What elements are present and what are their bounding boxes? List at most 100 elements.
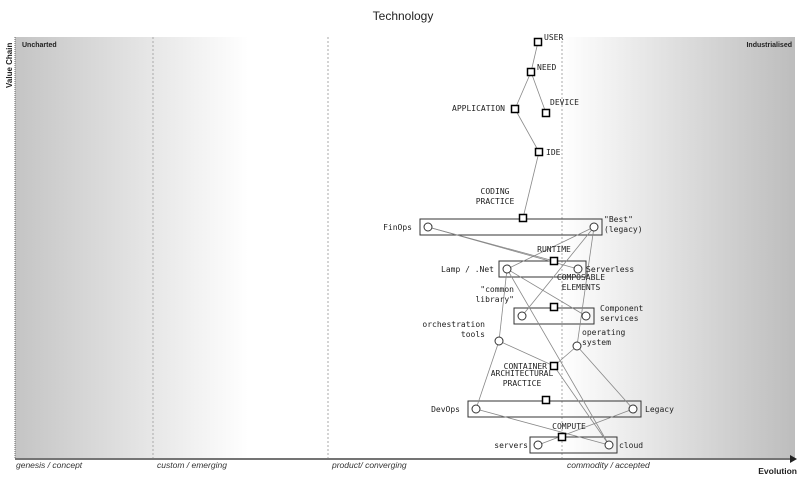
component-runtime[interactable]: RUNTIME [537,245,571,266]
component-square-icon [549,256,559,266]
component-ide[interactable]: IDE [534,147,561,157]
component-finops[interactable]: FinOps [383,222,433,232]
component-square-icon [541,395,551,405]
stage-label-product: product/ converging [331,460,407,470]
component-circle-icon [581,311,591,321]
component-commonlib[interactable]: "common library" [475,285,527,321]
link-need-device [530,71,547,114]
component-circle-icon [589,222,599,232]
component-label: Lamp / .Net [441,265,494,274]
link-devops-cloud [475,408,610,446]
component-circle-icon [533,440,543,450]
component-label: RUNTIME [537,245,571,254]
component-serverless[interactable]: Serverless [573,264,634,274]
link-application-ide [514,108,540,153]
group-box-coding [419,218,603,236]
uncharted-label: Uncharted [22,42,57,49]
component-circle-icon [628,404,638,414]
component-label: CONTAINER [504,362,548,371]
component-label: APPLICATION [452,104,505,113]
link-ide-coding [522,151,540,219]
link-lamp-compservices [506,268,587,317]
component-device[interactable]: DEVICE [541,98,580,118]
component-need[interactable]: NEED [526,63,557,77]
component-label: Legacy [645,405,674,414]
component-label: DevOps [431,405,460,414]
component-square-icon [533,37,543,47]
component-square-icon [557,432,567,442]
link-orchestration-container [498,340,555,367]
component-label: CODING PRACTICE [476,187,515,206]
component-circle-icon [517,311,527,321]
component-devops[interactable]: DevOps [431,404,481,414]
link-user-need [530,41,539,73]
group-box-compute [529,436,618,454]
component-label: FinOps [383,223,412,232]
link-need-application [514,71,532,110]
component-label: NEED [537,63,556,72]
component-circle-icon [471,404,481,414]
link-os-legacy [576,345,634,410]
group-box-arch [467,400,642,418]
component-label: orchestration tools [422,320,485,339]
link-lamp-cloud [506,268,610,446]
component-cloud[interactable]: cloud [604,440,643,450]
component-label: servers [494,441,528,450]
link-container-cloud [553,365,610,446]
component-label: operating system [582,328,626,347]
component-orchestration[interactable]: orchestration tools [422,320,504,346]
component-label: "Best" (legacy) [604,215,643,234]
component-label: COMPOSABLE ELEMENTS [557,273,605,292]
component-container[interactable]: CONTAINER [504,361,559,371]
component-label: DEVICE [550,98,579,107]
component-application[interactable]: APPLICATION [452,104,520,114]
component-square-icon [518,213,528,223]
x-axis-arrow-icon [790,455,797,463]
component-label: Serverless [586,265,634,274]
stage-label-commodity: commodity / accepted [567,460,650,470]
component-composable[interactable]: COMPOSABLE ELEMENTS [549,273,606,312]
component-square-icon [541,108,551,118]
component-square-icon [549,302,559,312]
component-compservices[interactable]: Component services [581,304,644,323]
link-best-lamp [506,226,595,270]
component-label: IDE [546,148,561,157]
component-servers[interactable]: servers [494,440,543,450]
link-lamp-orchestration [498,268,508,342]
map-title: Technology [373,9,434,23]
link-best-commonlib [521,226,595,317]
component-coding[interactable]: CODING PRACTICE [476,187,528,223]
component-label: cloud [619,441,643,450]
component-square-icon [526,67,536,77]
x-axis-label: Evolution [758,466,797,476]
component-label: "common library" [475,285,514,304]
component-arch[interactable]: ARCHITECTURAL PRACTICE [491,369,554,405]
map-background [15,37,795,458]
component-label: Component services [600,304,644,323]
industrialised-label: Industrialised [746,42,792,49]
component-best[interactable]: "Best" (legacy) [589,215,643,234]
component-square-icon [534,147,544,157]
component-os[interactable]: operating system [572,328,626,351]
component-circle-icon [572,341,582,351]
component-square-icon [510,104,520,114]
link-os-best [576,226,595,347]
link-legacy-servers [537,408,634,446]
component-circle-icon [423,222,433,232]
component-label: USER [544,33,563,42]
stage-label-custom: custom / emerging [157,460,227,470]
component-label: COMPUTE [552,422,586,431]
y-axis-label: Value Chain [5,43,14,88]
component-legacy[interactable]: Legacy [628,404,674,414]
component-lamp[interactable]: Lamp / .Net [441,264,512,274]
component-circle-icon [604,440,614,450]
component-circle-icon [494,336,504,346]
component-circle-icon [573,264,583,274]
link-orchestration-devops [475,340,500,410]
component-user[interactable]: USER [533,33,564,47]
component-compute[interactable]: COMPUTE [552,422,586,442]
stage-label-genesis: genesis / concept [16,460,83,470]
component-circle-icon [502,264,512,274]
component-square-icon [549,361,559,371]
